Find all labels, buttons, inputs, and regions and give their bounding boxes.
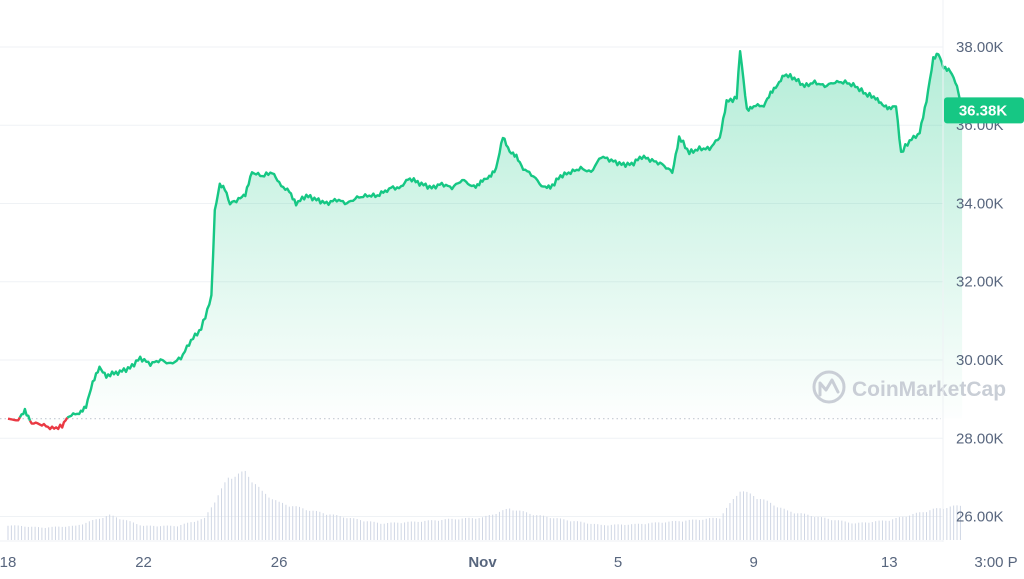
watermark: CoinMarketCap	[812, 370, 1006, 404]
price-line-segment-3	[28, 416, 69, 431]
x-tick-label-6: 13	[881, 554, 898, 571]
x-tick-label-4: 5	[614, 554, 622, 571]
x-tick-label-7: 3:00 P	[974, 554, 1017, 571]
x-tick-label-5: 9	[749, 554, 757, 571]
y-axis: 38.00K36.00K34.00K32.00K30.00K28.00K26.0…	[942, 0, 1004, 542]
y-tick-label-6: 26.00K	[956, 509, 1004, 526]
x-axis: 18 22 26 Nov 5 9 13 3:00 P	[0, 540, 1018, 571]
x-tick-label-3: Nov	[468, 554, 497, 571]
current-price-label: 36.38K	[959, 102, 1008, 119]
x-tick-label-1: 22	[135, 554, 152, 571]
y-tick-label-4: 30.00K	[956, 352, 1004, 369]
current-price-marker: 36.38K	[944, 97, 1024, 124]
y-tick-label-5: 28.00K	[956, 430, 1004, 447]
y-tick-label-2: 34.00K	[956, 195, 1004, 212]
price-line-segment-2	[18, 407, 32, 422]
y-tick-label-0: 38.00K	[956, 39, 1004, 56]
price-area-fill	[8, 50, 963, 429]
x-tick-label-2: 26	[271, 554, 288, 571]
price-line-segment-4	[66, 50, 964, 419]
price-line	[7, 50, 964, 431]
current-price-badge	[944, 97, 1024, 124]
coinmarketcap-logo-icon	[812, 370, 846, 404]
y-tick-label-3: 32.00K	[956, 274, 1004, 291]
volume-bars	[7, 470, 961, 540]
x-tick-label-0: 18	[0, 554, 16, 571]
price-line-segment-1	[9, 416, 21, 422]
price-area	[8, 50, 963, 429]
watermark-text: CoinMarketCap	[852, 378, 1006, 401]
